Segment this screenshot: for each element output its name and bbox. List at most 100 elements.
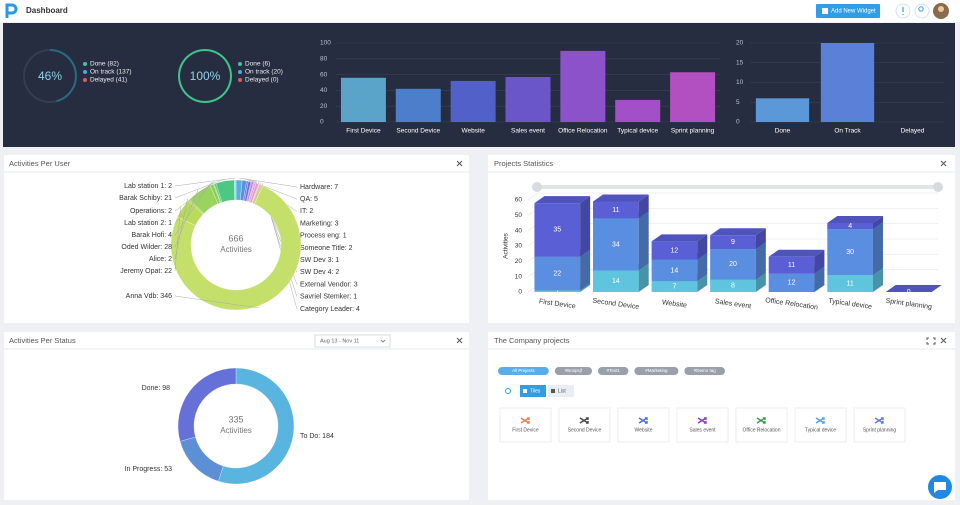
x-tick-label: Sales event (511, 128, 545, 135)
y-tick-label: 100 (320, 40, 331, 47)
tag-filter[interactable] (634, 367, 679, 375)
kpi-legend-label: On track (20) (245, 69, 283, 76)
add-widget-label: Add New Widget (831, 9, 876, 15)
y-tick-label: 30 (515, 243, 523, 250)
tag-filter[interactable] (554, 367, 592, 375)
view-toggle[interactable] (520, 385, 546, 397)
slider-handle[interactable] (532, 182, 542, 192)
project-tile[interactable] (853, 407, 906, 443)
x-tick-label: Website (661, 299, 687, 309)
slice-label: Jeremy Opat: 22 (120, 268, 172, 275)
data-label: 22 (553, 270, 561, 277)
data-label: 9 (731, 239, 735, 246)
data-label: 11 (788, 262, 795, 269)
project-name: Second Device (568, 427, 602, 433)
bar (615, 99, 661, 122)
slice-label: Alice: 2 (149, 256, 172, 263)
add-widget-button[interactable] (816, 4, 880, 18)
data-label: 35 (553, 227, 561, 234)
date-picker[interactable] (314, 334, 391, 348)
tag-label: #Boxpsjf (565, 368, 583, 373)
bar-segment (651, 234, 708, 260)
bar-front (651, 241, 698, 260)
bar-front (593, 218, 639, 271)
range-slider[interactable] (534, 185, 939, 189)
leader-line (174, 182, 212, 236)
close-button[interactable] (940, 160, 947, 167)
legend-dot (83, 78, 87, 82)
logo[interactable] (5, 3, 18, 18)
legend-dot (238, 78, 242, 82)
bar (450, 80, 496, 122)
bar-side (872, 216, 883, 230)
close-button[interactable] (456, 160, 463, 167)
bar-segment (885, 285, 942, 292)
bar-side (697, 274, 708, 292)
bar-side (814, 249, 825, 274)
data-label: 14 (671, 267, 679, 274)
project-tile[interactable] (676, 407, 729, 443)
leader-line (174, 295, 259, 309)
y-tick-label: 60 (515, 197, 523, 204)
search-icon[interactable] (505, 388, 511, 394)
slice-label: External Vendor: 3 (300, 281, 358, 288)
slice-label: Barak Hofi: 4 (132, 232, 173, 239)
slider-handle[interactable] (933, 182, 943, 192)
bar-segment (593, 211, 649, 271)
bar-front (768, 273, 815, 292)
slice-label: SW Dev 3: 1 (300, 257, 339, 264)
kpi-legend-label: Delayed (41) (90, 77, 127, 84)
y-tick-label: 50 (515, 212, 523, 219)
slice-label: Marketing: 3 (300, 220, 339, 227)
slice-label: In Progress: 53 (125, 466, 173, 473)
leader-line (174, 178, 225, 199)
kpi-legend-label: Delayed (0) (245, 77, 279, 84)
kpi-ring-arc (178, 49, 232, 103)
donut-slice (177, 367, 237, 442)
donut-total-label: Activities (220, 245, 252, 254)
x-tick-label: Website (461, 128, 485, 135)
tag-filter[interactable] (498, 367, 549, 375)
slice-label: IT: 2 (300, 208, 313, 215)
close-button[interactable] (456, 337, 463, 344)
tag-label: #Demo tag (694, 368, 717, 373)
kpi-legend-label: Done (6) (245, 61, 270, 68)
leader-line (174, 198, 188, 260)
bar-front (593, 201, 639, 219)
view-toggle[interactable] (548, 385, 574, 397)
project-tile[interactable] (735, 407, 788, 443)
kpi-value: 46% (38, 69, 62, 83)
bar (505, 76, 551, 122)
expand-button[interactable] (926, 337, 936, 345)
close-button[interactable] (940, 337, 947, 344)
tag-filter[interactable] (684, 367, 725, 375)
project-tile[interactable] (794, 407, 847, 443)
project-name: Typical device (805, 427, 837, 433)
project-tile[interactable] (617, 407, 670, 443)
x-tick-label: Done (775, 128, 791, 135)
bar-side (697, 252, 708, 282)
project-icon (815, 417, 825, 424)
tag-label: #Test1 (607, 368, 621, 373)
project-tile[interactable] (499, 407, 552, 443)
project-icon (697, 417, 707, 424)
bar-segment (827, 216, 883, 230)
date-caret (380, 339, 386, 343)
invite-icon (918, 6, 924, 12)
y-tick-label: 15 (736, 59, 744, 66)
x-tick-label: Sprint planning (671, 128, 715, 135)
bar-front (534, 203, 581, 257)
slice-label: Process eng: 1 (300, 233, 347, 240)
tag-filter[interactable] (598, 367, 629, 375)
data-label: 12 (788, 280, 796, 287)
bar-front (593, 270, 639, 292)
y-tick-label: 20 (320, 103, 328, 110)
bar-top (768, 249, 825, 257)
data-label: 1 (555, 288, 559, 295)
bar-top (534, 196, 591, 204)
slice-label: Barak Schiby: 21 (119, 195, 172, 202)
bar-segment (593, 194, 649, 219)
bar-side (638, 263, 649, 292)
project-tile[interactable] (558, 407, 611, 443)
legend-dot (238, 62, 242, 66)
